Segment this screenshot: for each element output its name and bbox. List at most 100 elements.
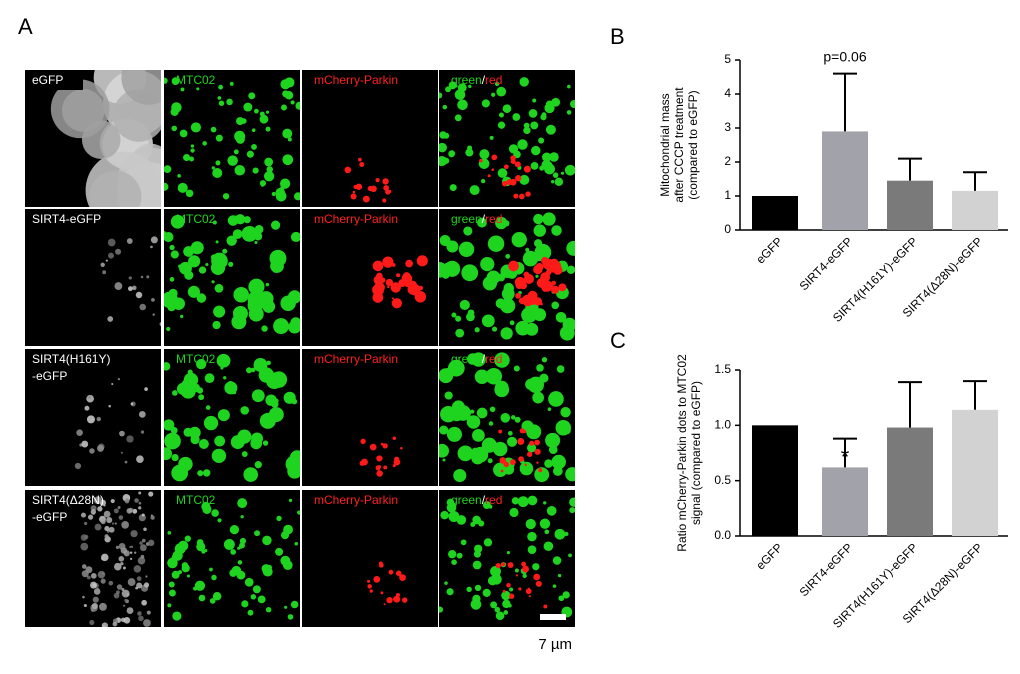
parkin-signal [515,574,519,577]
mito-signal [550,180,555,184]
mito-signal [562,591,570,599]
cell-signal [114,282,123,291]
merge-part: green [451,352,482,366]
cell-signal [138,506,142,510]
mito-signal [217,96,222,100]
mito-signal [254,461,262,469]
cell-signal [134,551,137,554]
mito-signal [281,531,290,540]
micrograph-content [372,255,428,309]
mito-signal [248,278,265,295]
y-tick-label: 1.5 [714,362,731,376]
mito-signal [229,81,234,86]
mito-signal [489,406,496,413]
mito-signal [291,398,298,405]
cell-signal [113,508,119,514]
cell-signal [81,570,89,578]
mito-signal [288,498,293,503]
cell-signal [107,238,116,247]
mito-signal [446,588,454,596]
mito-signal [258,370,269,380]
mito-signal [474,584,482,592]
mito-signal [275,547,284,556]
mito-signal [486,270,501,285]
cell-signal [159,321,161,327]
bar [952,190,998,230]
mito-signal [217,518,222,523]
cell-signal [110,499,115,504]
mito-signal [280,104,287,111]
mito-signal [554,528,566,540]
x-tick-label: eGFP [753,234,785,266]
merge-label: green/red [451,493,502,507]
mito-signal [177,182,188,193]
cell-signal [114,562,122,571]
mito-signal [566,265,575,274]
mito-signal [168,581,175,588]
mito-signal [178,456,193,472]
mito-signal [546,506,557,516]
cell-signal [140,554,145,559]
mito-signal [495,298,506,309]
mito-signal [500,327,513,340]
mito-signal [282,154,294,166]
mito-signal [495,216,508,230]
mito-signal [448,511,460,523]
cell-signal [124,498,130,504]
micrograph-content [439,352,575,483]
parkin-signal [515,292,521,299]
cell-signal [130,402,134,406]
cell-signal [89,448,95,454]
channel-label: MTC02 [176,352,216,366]
cell-signal [99,602,107,611]
mito-signal [487,235,505,252]
mito-signal [211,166,215,170]
micrograph-content [50,70,161,207]
parkin-signal [514,161,521,168]
parkin-signal [535,580,542,587]
cell-signal [90,572,97,579]
mito-signal [512,113,521,121]
parkin-signal [536,461,539,464]
cell-signal [126,607,134,614]
mito-signal [213,305,226,318]
mito-signal [552,584,557,588]
cell-signal [100,578,106,584]
cell-signal [92,596,99,603]
parkin-signal [500,469,504,473]
mito-signal [266,166,273,173]
mito-signal [190,122,201,133]
parkin-signal [517,438,525,445]
cell-signal [108,580,114,586]
mito-signal [543,541,554,552]
mito-signal [243,216,251,224]
channel-label: MTC02 [176,73,216,87]
mito-signal [542,212,556,226]
mito-signal [489,135,494,140]
parkin-signal [390,282,401,293]
mito-signal [225,540,235,550]
cell-signal [80,512,86,518]
mito-signal [532,563,540,571]
cell-signal [101,622,109,627]
merge-part: / [482,352,486,366]
mito-signal [506,550,511,555]
parkin-signal [551,280,556,286]
cell-signal [106,517,113,524]
mito-signal [514,416,521,423]
y-tick-label: 3 [724,120,731,134]
cell-signal [128,276,132,280]
mito-signal [236,117,244,126]
mito-signal [287,290,300,304]
cell-signal [143,619,151,627]
mito-signal [260,183,265,187]
mito-signal [268,407,284,423]
cell-signal [132,285,137,291]
cell-signal [123,616,131,624]
mito-signal [501,590,511,601]
mito-signal [204,548,208,553]
cell-signal [134,498,139,503]
mito-signal [500,413,511,423]
x-tick-label: eGFP [753,540,785,572]
mito-signal [270,371,288,388]
